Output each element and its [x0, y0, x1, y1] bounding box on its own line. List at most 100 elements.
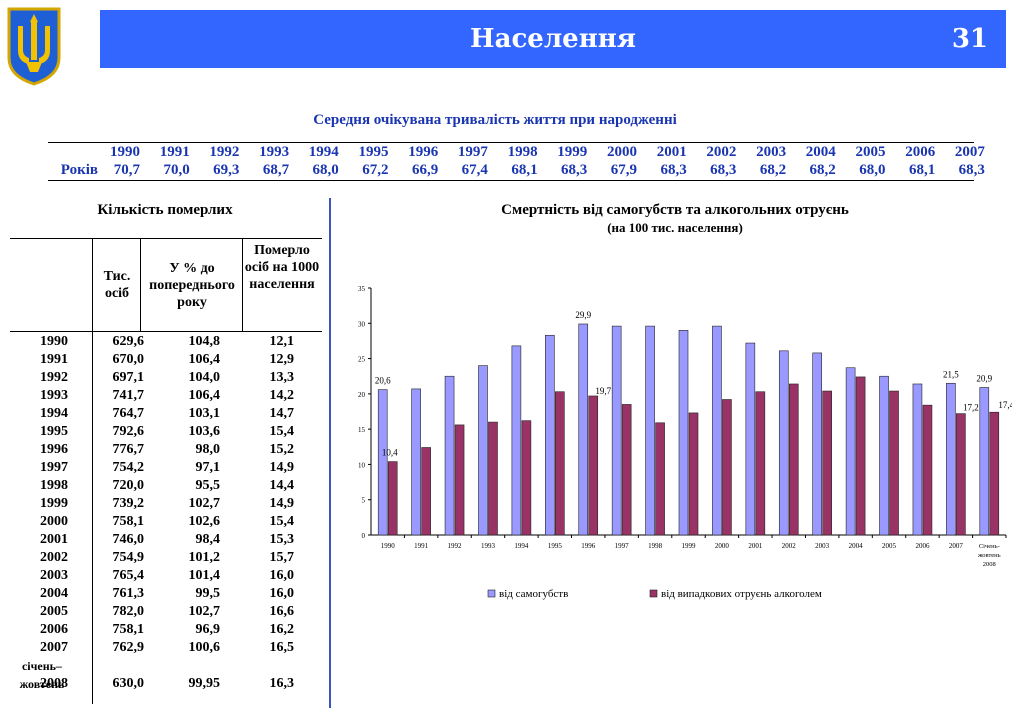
table-cell-year: 2008 [40, 676, 68, 691]
life-expectancy-year: 2005 [855, 144, 886, 160]
legend-swatch [487, 589, 496, 598]
table-cell-thousand: 739,2 [112, 496, 145, 511]
table-row: січень–жовтень [10, 657, 322, 691]
table-cell-thousand: 776,7 [112, 442, 145, 457]
life-expectancy-year: 1990 [110, 144, 140, 160]
table-row: 1999 739,2 102,7 14,9 [10, 495, 322, 513]
bar-alcohol [454, 424, 465, 536]
y-tick-label: 0 [362, 532, 366, 540]
x-tick-label: 2000 [715, 542, 730, 550]
bar-alcohol [588, 395, 599, 536]
bar-alcohol [387, 461, 398, 536]
table-row: 2002 754,9 101,2 15,7 [10, 549, 322, 567]
table-cell-per1000: 16,5 [269, 640, 295, 655]
table-cell-thousand: 754,9 [112, 550, 145, 565]
table-cell-per1000: 16,3 [269, 676, 295, 691]
bar-suicide [745, 342, 756, 536]
bar-suicide [678, 330, 689, 536]
table-cell-pct: 98,0 [195, 442, 221, 457]
table-cell-thousand: 754,2 [112, 460, 145, 475]
life-expectancy-value: 67,4 [461, 162, 488, 178]
table-cell-pct: 101,4 [188, 568, 221, 583]
x-tick-label: 2001 [748, 542, 763, 550]
bar-suicide [611, 325, 622, 536]
y-tick-label: 15 [358, 426, 366, 434]
x-tick-label: 2007 [949, 542, 964, 550]
bar-suicide [511, 345, 522, 536]
table-cell-pct: 103,6 [188, 424, 221, 439]
bar-alcohol [956, 413, 966, 536]
data-label: 17,2 [963, 403, 979, 413]
chart-subtitle: (на 100 тис. населення) [607, 220, 743, 235]
table-cell-year: 1991 [40, 352, 68, 367]
bar-alcohol [855, 376, 866, 536]
x-tick-label: 2004 [849, 542, 864, 550]
x-tick-label: 2008 [983, 561, 996, 568]
table-cell-per1000: 16,2 [269, 622, 295, 637]
table-row: 1996 776,7 98,0 15,2 [10, 441, 322, 459]
legend-label: від самогубств [499, 588, 568, 600]
table-cell-per1000: 14,7 [269, 406, 295, 421]
table-cell-pct: 104,8 [188, 334, 221, 349]
table-cell-per1000: 14,4 [269, 478, 295, 493]
table-cell-pct: 98,4 [195, 532, 221, 547]
life-expectancy-year: 1994 [308, 144, 339, 160]
bar-suicide [979, 387, 990, 536]
life-expectancy-value: 68,0 [312, 162, 339, 178]
table-row: 2005 782,0 102,7 16,6 [10, 603, 322, 621]
life-expectancy-year: 2006 [905, 144, 936, 160]
life-expectancy-value: 68,3 [561, 162, 588, 178]
table-cell-year: 1993 [40, 388, 68, 403]
table-rule [10, 238, 322, 239]
x-tick-label: Січень- [979, 543, 1000, 550]
page-title: Населення [470, 24, 636, 54]
bar-suicide [377, 389, 388, 536]
table-vline [242, 238, 243, 331]
life-expectancy-value: 68,0 [859, 162, 886, 178]
header-thousand: Тис. осіб [103, 269, 131, 301]
header-banner: Населення 31 [100, 10, 1006, 68]
table-cell-year: 2005 [40, 604, 68, 619]
bar-alcohol [922, 404, 933, 536]
section-divider [329, 198, 331, 708]
table-row: 2001 746,0 98,4 15,3 [10, 531, 322, 549]
table-row: 2004 761,3 99,5 16,0 [10, 585, 322, 603]
table-cell-year: 1996 [40, 442, 68, 457]
table-row: 1998 720,0 95,5 14,4 [10, 477, 322, 495]
y-tick-label: 25 [358, 356, 366, 364]
bar-suicide [812, 352, 822, 536]
life-expectancy-value: 67,9 [610, 162, 637, 178]
table-cell-per1000: 15,3 [269, 532, 295, 547]
x-tick-label: 2003 [815, 542, 830, 550]
bar-suicide [578, 323, 589, 536]
bar-alcohol [722, 399, 732, 536]
life-expectancy-value: 68,1 [511, 162, 538, 178]
table-cell-year: січень–жовтень [19, 659, 65, 691]
table-cell-thousand: 670,0 [112, 352, 145, 367]
table-row: 2000 758,1 102,6 15,4 [10, 513, 322, 531]
life-expectancy-year: 1993 [259, 144, 290, 160]
table-cell-thousand: 782,0 [112, 604, 145, 619]
y-tick-label: 10 [358, 461, 366, 469]
table-cell-year: 1998 [40, 478, 68, 493]
table-cell-pct: 101,2 [188, 550, 221, 565]
life-expectancy-value: 70,0 [163, 162, 190, 178]
bar-alcohol [755, 391, 766, 536]
x-tick-label: 1994 [514, 542, 529, 550]
life-expectancy-value: 68,2 [809, 162, 836, 178]
table-cell-pct: 102,7 [188, 496, 221, 511]
x-tick-label: 1991 [414, 542, 429, 550]
table-cell-pct: 95,5 [195, 478, 221, 493]
life-expectancy-year: 1996 [408, 144, 439, 160]
table-cell-per1000: 16,0 [269, 568, 295, 583]
x-tick-label: 1997 [615, 542, 630, 550]
y-tick-label: 35 [358, 285, 366, 293]
x-tick-label: 1999 [682, 542, 697, 550]
table-cell-year: 1992 [40, 370, 68, 385]
life-expectancy-year: 2004 [805, 144, 836, 160]
table-row: 1995 792,6 103,6 15,4 [10, 423, 322, 441]
table-cell-year: 2000 [40, 514, 68, 529]
x-tick-label: 1990 [381, 542, 396, 550]
life-expectancy-bottom-rule [48, 180, 974, 181]
x-tick-label: 2006 [915, 542, 930, 550]
